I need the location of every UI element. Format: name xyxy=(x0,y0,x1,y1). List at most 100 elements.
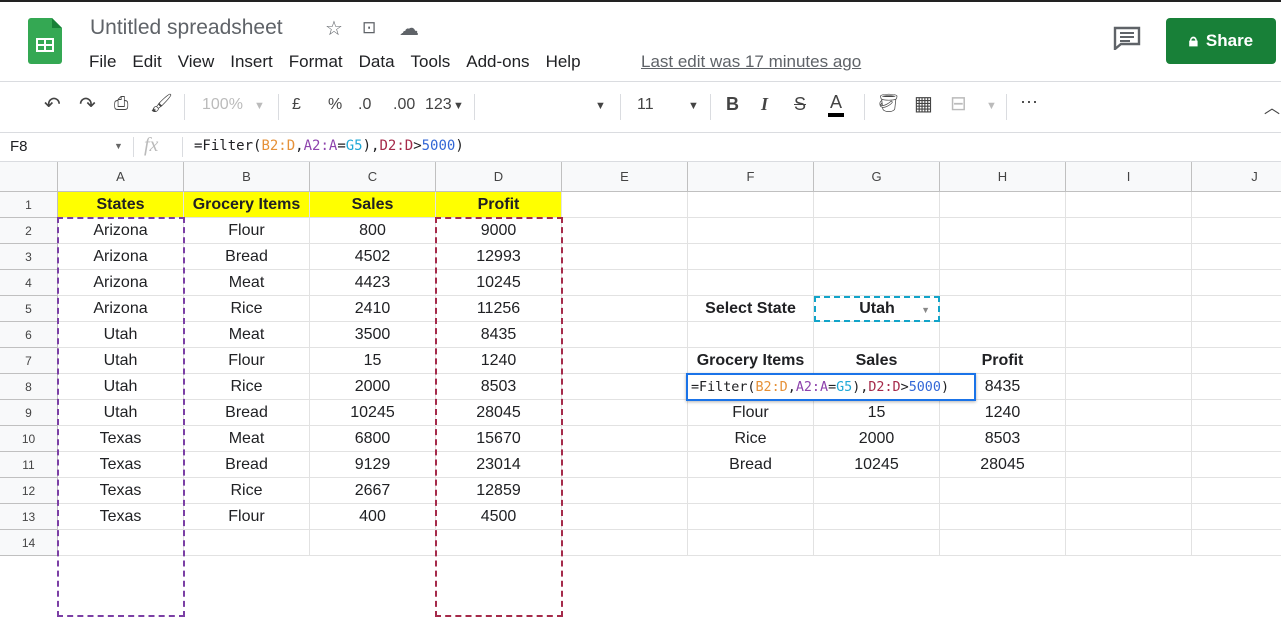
cell[interactable] xyxy=(562,478,688,504)
undo-icon[interactable]: ↶ xyxy=(44,94,61,116)
cell[interactable] xyxy=(940,296,1066,322)
cell[interactable] xyxy=(940,218,1066,244)
print-icon[interactable]: ⎙ xyxy=(114,93,129,113)
cell[interactable] xyxy=(688,504,814,530)
result-cell[interactable]: 15 xyxy=(814,400,940,426)
table-cell[interactable]: 9000 xyxy=(436,218,562,244)
cell[interactable] xyxy=(1066,452,1192,478)
result-cell[interactable]: Bread xyxy=(688,452,814,478)
cell[interactable] xyxy=(1192,452,1281,478)
menu-format[interactable]: Format xyxy=(288,52,343,71)
cell[interactable] xyxy=(1192,322,1281,348)
zoom-select[interactable]: 100% xyxy=(202,96,243,113)
cell[interactable] xyxy=(814,270,940,296)
font-select-chevron-icon[interactable]: ▼ xyxy=(595,100,606,112)
chevron-down-icon[interactable]: ▼ xyxy=(688,100,699,112)
row-header-13[interactable]: 13 xyxy=(0,504,58,530)
column-header-C[interactable]: C xyxy=(310,162,436,192)
cell[interactable] xyxy=(1192,530,1281,556)
column-header-F[interactable]: F xyxy=(688,162,814,192)
chevron-down-icon[interactable]: ▼ xyxy=(254,100,265,112)
cell[interactable] xyxy=(310,530,436,556)
cloud-saved-icon[interactable]: ☁ xyxy=(399,18,419,40)
formula-input[interactable]: =Filter(B2:D,A2:A=G5),D2:D>5000) xyxy=(194,138,464,154)
table-cell[interactable]: 3500 xyxy=(310,322,436,348)
table-cell[interactable]: 4423 xyxy=(310,270,436,296)
table-cell[interactable]: 8503 xyxy=(436,374,562,400)
font-size-select[interactable]: 11 xyxy=(637,96,654,113)
cell[interactable] xyxy=(940,192,1066,218)
table-cell[interactable]: Bread xyxy=(184,244,310,270)
table-cell[interactable]: Rice xyxy=(184,374,310,400)
document-title[interactable]: Untitled spreadsheet xyxy=(90,16,283,39)
row-header-8[interactable]: 8 xyxy=(0,374,58,400)
cell[interactable] xyxy=(1192,400,1281,426)
row-header-1[interactable]: 1 xyxy=(0,192,58,218)
table-cell[interactable]: 11256 xyxy=(436,296,562,322)
table-cell[interactable]: Rice xyxy=(184,478,310,504)
cell[interactable] xyxy=(1066,504,1192,530)
more-options-icon[interactable]: ⋯ xyxy=(1020,92,1038,112)
cell[interactable] xyxy=(1192,504,1281,530)
table-cell[interactable]: Rice xyxy=(184,296,310,322)
table-cell[interactable]: 15 xyxy=(310,348,436,374)
table-cell[interactable]: 23014 xyxy=(436,452,562,478)
cell[interactable] xyxy=(1066,218,1192,244)
table-header-cell[interactable]: Grocery Items xyxy=(184,192,310,218)
cell[interactable] xyxy=(1066,374,1192,400)
italic-button[interactable]: I xyxy=(761,94,769,114)
cell-editor[interactable]: =Filter(B2:D, A2:A = G5), D2:D >5000) xyxy=(686,373,976,401)
cell[interactable] xyxy=(562,322,688,348)
cell[interactable] xyxy=(1066,296,1192,322)
cell[interactable] xyxy=(1192,374,1281,400)
table-cell[interactable]: Meat xyxy=(184,270,310,296)
borders-icon[interactable]: ▦ xyxy=(914,93,933,115)
increase-decimal-button[interactable]: .00 xyxy=(393,96,416,113)
cell[interactable] xyxy=(940,478,1066,504)
decrease-decimal-button[interactable]: .0 xyxy=(358,96,372,113)
table-cell[interactable]: Flour xyxy=(184,218,310,244)
text-color-button[interactable]: A xyxy=(828,92,845,117)
table-cell[interactable]: Texas xyxy=(58,504,184,530)
chevron-down-icon[interactable]: ▼ xyxy=(986,100,997,112)
cell[interactable] xyxy=(1192,348,1281,374)
fill-color-icon[interactable]: 🪣︎ xyxy=(877,93,900,113)
table-cell[interactable]: Utah xyxy=(58,322,184,348)
row-header-12[interactable]: 12 xyxy=(0,478,58,504)
cell[interactable] xyxy=(688,322,814,348)
menu-tools[interactable]: Tools xyxy=(410,52,451,71)
table-cell[interactable]: 6800 xyxy=(310,426,436,452)
table-cell[interactable]: Texas xyxy=(58,452,184,478)
cell[interactable] xyxy=(940,270,1066,296)
row-header-5[interactable]: 5 xyxy=(0,296,58,322)
cell[interactable] xyxy=(940,530,1066,556)
column-header-H[interactable]: H xyxy=(940,162,1066,192)
column-header-A[interactable]: A xyxy=(58,162,184,192)
table-cell[interactable]: Texas xyxy=(58,426,184,452)
collapse-chevron-icon[interactable]: ︿ xyxy=(1264,100,1281,117)
cell[interactable] xyxy=(1066,322,1192,348)
cell[interactable] xyxy=(688,244,814,270)
cell[interactable] xyxy=(814,322,940,348)
table-cell[interactable]: Bread xyxy=(184,400,310,426)
more-formats-button[interactable]: 123 xyxy=(425,96,452,113)
table-cell[interactable]: 2667 xyxy=(310,478,436,504)
result-cell[interactable]: 2000 xyxy=(814,426,940,452)
row-header-10[interactable]: 10 xyxy=(0,426,58,452)
table-cell[interactable]: 9129 xyxy=(310,452,436,478)
table-cell[interactable]: Flour xyxy=(184,348,310,374)
redo-icon[interactable]: ↷ xyxy=(79,94,96,116)
table-cell[interactable]: 28045 xyxy=(436,400,562,426)
currency-button[interactable]: £ xyxy=(292,96,301,113)
row-header-11[interactable]: 11 xyxy=(0,452,58,478)
table-cell[interactable]: Utah xyxy=(58,400,184,426)
table-cell[interactable]: Meat xyxy=(184,426,310,452)
menu-file[interactable]: File xyxy=(89,52,117,71)
star-icon[interactable]: ☆ xyxy=(325,18,343,40)
bold-button[interactable]: B xyxy=(726,94,739,114)
result-header-cell[interactable]: Grocery Items xyxy=(688,348,814,374)
table-cell[interactable]: 8435 xyxy=(436,322,562,348)
cell[interactable] xyxy=(940,504,1066,530)
cell[interactable] xyxy=(562,270,688,296)
menu-add-ons[interactable]: Add-ons xyxy=(466,52,530,71)
